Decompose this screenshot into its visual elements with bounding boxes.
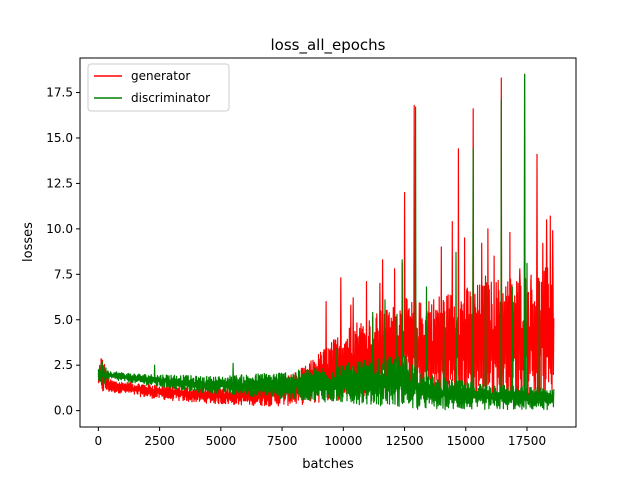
y-tick-label: 15.0: [46, 131, 73, 145]
series-line-generator: [97, 73, 555, 407]
x-axis-label: batches: [302, 457, 354, 472]
x-axis: 0 2500 5000 7500 10000 12500 15000 17500: [95, 427, 546, 448]
legend-box: [87, 63, 230, 112]
y-axis: 0.0 2.5 5.0 7.5 10.0 12.5 15.0 17.5: [46, 86, 80, 418]
y-tick-label: 10.0: [46, 222, 73, 236]
x-tick-label: 5000: [206, 434, 237, 448]
y-tick-label: 12.5: [46, 176, 73, 190]
y-axis-label: losses: [21, 222, 36, 262]
x-tick-label: 17500: [508, 434, 546, 448]
plot-frame: [79, 57, 577, 428]
x-tick-label: 2500: [144, 434, 175, 448]
y-tick-label: 2.5: [54, 358, 73, 372]
series-line-discriminator: [97, 73, 555, 411]
y-tick-label: 5.0: [54, 313, 73, 327]
legend: generator discriminator: [87, 63, 230, 112]
legend-label-generator: generator: [131, 69, 190, 83]
chart-title: loss_all_epochs: [271, 36, 386, 55]
y-tick-label: 17.5: [46, 86, 73, 100]
x-tick-label: 12500: [385, 434, 423, 448]
y-tick-label: 0.0: [54, 404, 73, 418]
y-tick-label: 7.5: [54, 267, 73, 281]
legend-label-discriminator: discriminator: [131, 91, 210, 105]
plot-area: [97, 73, 555, 411]
x-tick-label: 10000: [324, 434, 362, 448]
x-tick-label: 7500: [267, 434, 298, 448]
x-tick-label: 15000: [447, 434, 485, 448]
x-tick-label: 0: [95, 434, 103, 448]
